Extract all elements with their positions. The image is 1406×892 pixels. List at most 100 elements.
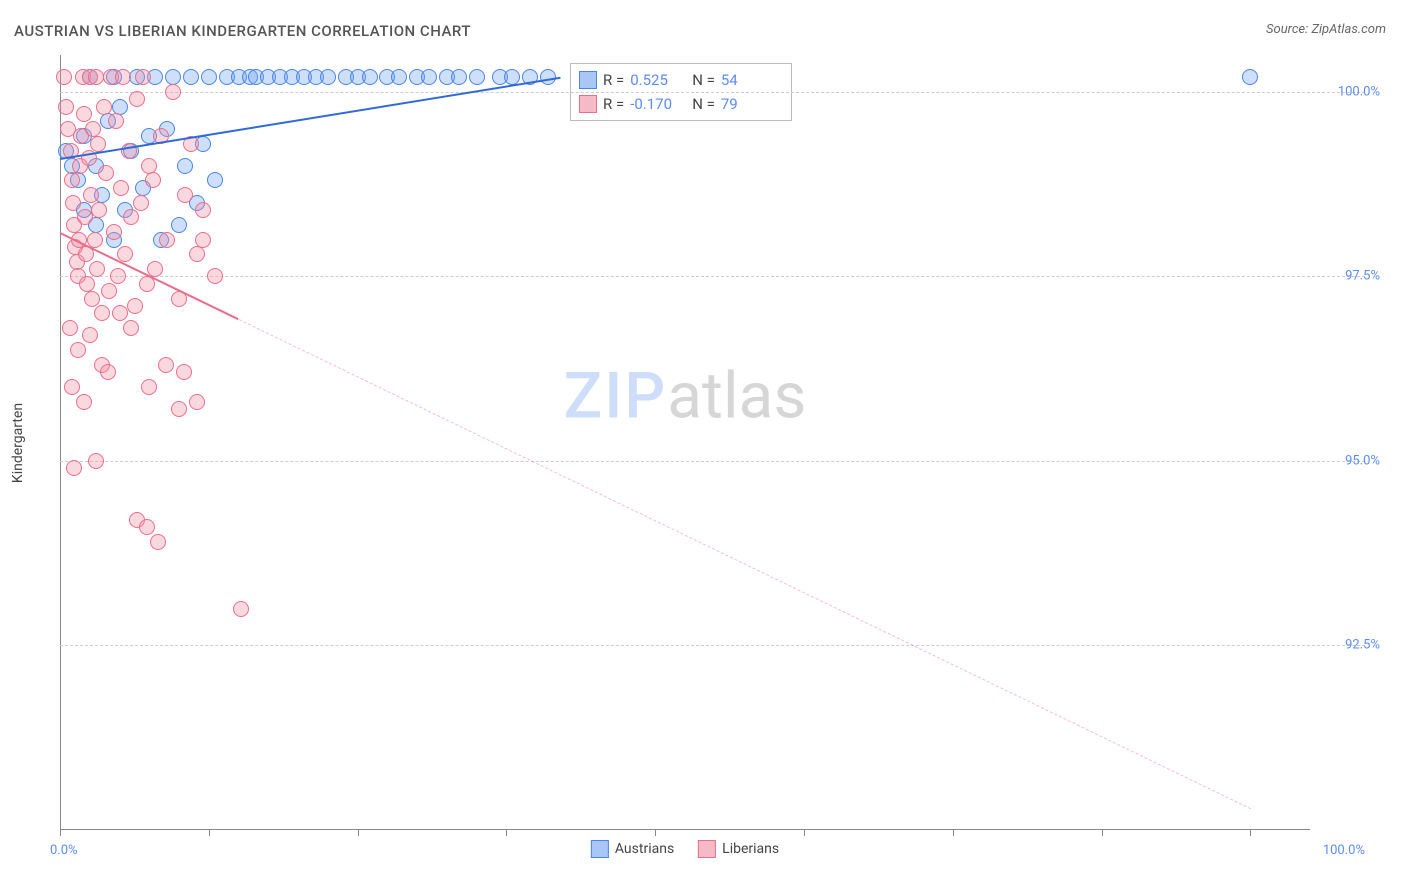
trend-line	[238, 319, 1250, 809]
watermark: ZIPatlas	[564, 359, 807, 434]
legend-swatch-austrians	[591, 840, 609, 858]
legend-label-austrians: Austrians	[615, 841, 674, 857]
point-austrians	[207, 172, 223, 188]
point-liberians	[129, 91, 145, 107]
stats-row-austrians: R = 0.525 N = 54	[579, 68, 777, 92]
point-liberians	[94, 305, 110, 321]
point-austrians	[451, 69, 467, 85]
point-liberians	[176, 364, 192, 380]
point-liberians	[98, 165, 114, 181]
point-liberians	[90, 136, 106, 152]
point-liberians	[233, 601, 249, 617]
point-austrians	[1242, 69, 1258, 85]
r-label: R =	[603, 92, 624, 116]
source-credit: Source: ZipAtlas.com	[1266, 22, 1386, 37]
point-liberians	[110, 268, 126, 284]
y-axis-title: Kindergarten	[10, 402, 26, 482]
x-tick	[209, 830, 210, 836]
swatch-liberians	[579, 95, 597, 113]
scatter-plot-area: Kindergarten ZIPatlas R = 0.525 N = 54 R…	[60, 55, 1310, 830]
x-axis-min-label: 0.0%	[50, 843, 78, 858]
x-axis-max-label: 100.0%	[1323, 843, 1365, 858]
point-liberians	[76, 394, 92, 410]
point-liberians	[189, 394, 205, 410]
point-liberians	[100, 364, 116, 380]
point-liberians	[88, 453, 104, 469]
gridline	[60, 92, 1365, 93]
point-liberians	[177, 187, 193, 203]
point-liberians	[82, 327, 98, 343]
legend-item-liberians: Liberians	[698, 840, 779, 858]
point-austrians	[362, 69, 378, 85]
n-value-liberians: 79	[721, 92, 777, 116]
n-label: N =	[692, 92, 715, 116]
y-tick-label: 95.0%	[1320, 453, 1380, 468]
swatch-austrians	[579, 71, 597, 89]
stats-row-liberians: R = -0.170 N = 79	[579, 92, 777, 116]
point-liberians	[108, 113, 124, 129]
point-liberians	[79, 276, 95, 292]
watermark-part2: atlas	[667, 359, 806, 434]
gridline	[60, 645, 1365, 646]
point-liberians	[83, 187, 99, 203]
x-tick	[506, 830, 507, 836]
y-axis-line	[60, 55, 61, 830]
legend-swatch-liberians	[698, 840, 716, 858]
x-tick	[1102, 830, 1103, 836]
point-liberians	[70, 342, 86, 358]
point-liberians	[91, 202, 107, 218]
chart-title: AUSTRIAN VS LIBERIAN KINDERGARTEN CORREL…	[14, 22, 471, 40]
point-liberians	[101, 283, 117, 299]
point-liberians	[89, 261, 105, 277]
point-austrians	[320, 69, 336, 85]
r-label: R =	[603, 68, 624, 92]
gridline	[60, 461, 1365, 462]
point-liberians	[112, 305, 128, 321]
point-liberians	[141, 379, 157, 395]
point-liberians	[165, 84, 181, 100]
point-liberians	[139, 519, 155, 535]
source-prefix: Source:	[1266, 22, 1311, 37]
legend-label-liberians: Liberians	[722, 841, 779, 857]
gridline	[60, 276, 1365, 277]
x-axis-line	[60, 829, 1310, 830]
point-liberians	[64, 172, 80, 188]
point-liberians	[195, 232, 211, 248]
point-liberians	[145, 172, 161, 188]
point-liberians	[66, 460, 82, 476]
r-value-austrians: 0.525	[630, 68, 686, 92]
y-tick-label: 100.0%	[1320, 84, 1380, 99]
legend-item-austrians: Austrians	[591, 840, 674, 858]
point-liberians	[106, 224, 122, 240]
r-value-liberians: -0.170	[630, 92, 686, 116]
series-legend: Austrians Liberians	[591, 840, 779, 858]
y-tick-label: 97.5%	[1320, 269, 1380, 284]
point-liberians	[76, 106, 92, 122]
point-liberians	[58, 99, 74, 115]
point-austrians	[171, 217, 187, 233]
point-liberians	[171, 401, 187, 417]
point-austrians	[183, 69, 199, 85]
x-tick	[358, 830, 359, 836]
point-liberians	[133, 195, 149, 211]
n-value-austrians: 54	[721, 68, 777, 92]
point-liberians	[64, 379, 80, 395]
point-liberians	[96, 99, 112, 115]
point-liberians	[62, 320, 78, 336]
point-austrians	[112, 99, 128, 115]
x-tick	[1250, 830, 1251, 836]
point-liberians	[65, 195, 81, 211]
point-liberians	[195, 202, 211, 218]
point-liberians	[150, 534, 166, 550]
point-austrians	[177, 158, 193, 174]
point-austrians	[421, 69, 437, 85]
point-liberians	[113, 180, 129, 196]
point-liberians	[158, 357, 174, 373]
point-liberians	[85, 121, 101, 137]
x-tick	[655, 830, 656, 836]
x-tick	[60, 830, 61, 836]
x-tick	[804, 830, 805, 836]
point-liberians	[88, 69, 104, 85]
n-label: N =	[692, 68, 715, 92]
point-liberians	[127, 298, 143, 314]
